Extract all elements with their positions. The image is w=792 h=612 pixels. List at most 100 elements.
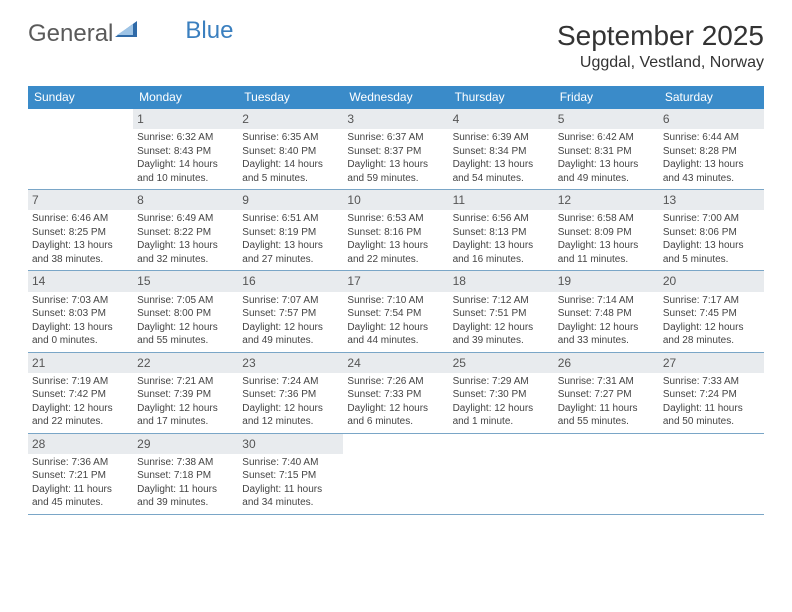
page: General Blue September 2025 Uggdal, Vest… xyxy=(0,0,792,535)
day-detail: Sunset: 7:21 PM xyxy=(32,469,129,483)
calendar-day: 5Sunrise: 6:42 AMSunset: 8:31 PMDaylight… xyxy=(554,109,659,189)
day-detail: Sunrise: 6:42 AM xyxy=(558,131,655,145)
day-detail: Sunset: 7:18 PM xyxy=(137,469,234,483)
day-detail: Daylight: 13 hours and 59 minutes. xyxy=(347,158,444,185)
day-detail: Sunset: 7:33 PM xyxy=(347,388,444,402)
calendar-day: 19Sunrise: 7:14 AMSunset: 7:48 PMDayligh… xyxy=(554,271,659,351)
day-detail: Sunset: 7:27 PM xyxy=(558,388,655,402)
day-detail: Sunrise: 7:38 AM xyxy=(137,456,234,470)
day-number: 17 xyxy=(343,271,448,291)
day-number: 29 xyxy=(133,434,238,454)
day-detail: Sunrise: 7:24 AM xyxy=(242,375,339,389)
logo: General Blue xyxy=(28,20,233,48)
calendar-day: 16Sunrise: 7:07 AMSunset: 7:57 PMDayligh… xyxy=(238,271,343,351)
day-detail: Sunset: 7:51 PM xyxy=(453,307,550,321)
calendar-header-row: SundayMondayTuesdayWednesdayThursdayFrid… xyxy=(28,86,764,109)
day-number: 28 xyxy=(28,434,133,454)
day-detail: Sunrise: 6:32 AM xyxy=(137,131,234,145)
day-header: Saturday xyxy=(659,86,764,109)
calendar-day: 20 Sunrise: 7:17 AMSunset: 7:45 PMDayligh… xyxy=(659,271,764,351)
day-detail: Sunrise: 7:36 AM xyxy=(32,456,129,470)
day-detail: Daylight: 13 hours and 54 minutes. xyxy=(453,158,550,185)
day-detail: Sunset: 8:40 PM xyxy=(242,145,339,159)
calendar-day: 11Sunrise: 6:56 AMSunset: 8:13 PMDayligh… xyxy=(449,190,554,270)
day-detail: Sunrise: 6:51 AM xyxy=(242,212,339,226)
calendar-day: 18Sunrise: 7:12 AMSunset: 7:51 PMDayligh… xyxy=(449,271,554,351)
day-detail: Daylight: 12 hours and 28 minutes. xyxy=(663,321,760,348)
day-header: Monday xyxy=(133,86,238,109)
calendar-day xyxy=(659,434,764,514)
calendar-day: 2Sunrise: 6:35 AMSunset: 8:40 PMDaylight… xyxy=(238,109,343,189)
day-detail: Sunset: 8:00 PM xyxy=(137,307,234,321)
day-detail: Sunrise: 6:53 AM xyxy=(347,212,444,226)
calendar-week: 14Sunrise: 7:03 AMSunset: 8:03 PMDayligh… xyxy=(28,271,764,352)
day-detail: Daylight: 13 hours and 38 minutes. xyxy=(32,239,129,266)
calendar-day: 13Sunrise: 7:00 AMSunset: 8:06 PMDayligh… xyxy=(659,190,764,270)
day-detail: Sunrise: 7:17 AM xyxy=(663,294,760,308)
calendar-day: 24Sunrise: 7:26 AMSunset: 7:33 PMDayligh… xyxy=(343,353,448,433)
day-detail: Daylight: 12 hours and 22 minutes. xyxy=(32,402,129,429)
day-detail: Daylight: 11 hours and 34 minutes. xyxy=(242,483,339,510)
day-detail: Sunset: 8:19 PM xyxy=(242,226,339,240)
day-detail: Sunset: 8:28 PM xyxy=(663,145,760,159)
day-detail: Sunset: 8:16 PM xyxy=(347,226,444,240)
day-detail: Daylight: 12 hours and 55 minutes. xyxy=(137,321,234,348)
day-number: 7 xyxy=(28,190,133,210)
day-detail: Sunset: 8:25 PM xyxy=(32,226,129,240)
day-detail: Sunset: 7:24 PM xyxy=(663,388,760,402)
day-detail: Sunrise: 6:39 AM xyxy=(453,131,550,145)
calendar-day xyxy=(28,109,133,189)
day-number: 10 xyxy=(343,190,448,210)
calendar-day: 3Sunrise: 6:37 AMSunset: 8:37 PMDaylight… xyxy=(343,109,448,189)
header: General Blue September 2025 Uggdal, Vest… xyxy=(28,20,764,72)
logo-text-1: General xyxy=(28,20,113,48)
day-detail: Daylight: 11 hours and 39 minutes. xyxy=(137,483,234,510)
day-detail: Sunset: 7:30 PM xyxy=(453,388,550,402)
calendar-day xyxy=(554,434,659,514)
month-title: September 2025 xyxy=(557,20,764,52)
day-number: 12 xyxy=(554,190,659,210)
calendar-day: 10Sunrise: 6:53 AMSunset: 8:16 PMDayligh… xyxy=(343,190,448,270)
day-header: Tuesday xyxy=(238,86,343,109)
day-detail: Sunset: 8:22 PM xyxy=(137,226,234,240)
day-number: 30 xyxy=(238,434,343,454)
day-number: 21 xyxy=(28,353,133,373)
calendar-day: 25Sunrise: 7:29 AMSunset: 7:30 PMDayligh… xyxy=(449,353,554,433)
calendar-day: 14Sunrise: 7:03 AMSunset: 8:03 PMDayligh… xyxy=(28,271,133,351)
day-header: Wednesday xyxy=(343,86,448,109)
day-detail: Sunset: 7:42 PM xyxy=(32,388,129,402)
day-detail: Sunrise: 7:10 AM xyxy=(347,294,444,308)
day-detail: Daylight: 12 hours and 6 minutes. xyxy=(347,402,444,429)
day-detail: Sunrise: 7:40 AM xyxy=(242,456,339,470)
day-detail: Sunset: 7:45 PM xyxy=(663,307,760,321)
day-number: 27 xyxy=(659,353,764,373)
day-number: 6 xyxy=(659,109,764,129)
day-header: Thursday xyxy=(449,86,554,109)
logo-triangle-icon xyxy=(115,18,141,46)
calendar-day: 30Sunrise: 7:40 AMSunset: 7:15 PMDayligh… xyxy=(238,434,343,514)
day-number: 20 xyxy=(659,271,764,291)
calendar-week: 7Sunrise: 6:46 AMSunset: 8:25 PMDaylight… xyxy=(28,190,764,271)
calendar-day: 6 Sunrise: 6:44 AMSunset: 8:28 PMDaylight… xyxy=(659,109,764,189)
day-detail: Sunrise: 6:44 AM xyxy=(663,131,760,145)
day-detail: Daylight: 14 hours and 5 minutes. xyxy=(242,158,339,185)
calendar-day: 23Sunrise: 7:24 AMSunset: 7:36 PMDayligh… xyxy=(238,353,343,433)
day-detail: Sunset: 7:36 PM xyxy=(242,388,339,402)
day-detail: Daylight: 13 hours and 27 minutes. xyxy=(242,239,339,266)
calendar-day: 26Sunrise: 7:31 AMSunset: 7:27 PMDayligh… xyxy=(554,353,659,433)
calendar-day: 29 Sunrise: 7:38 AMSunset: 7:18 PMDayligh… xyxy=(133,434,238,514)
day-detail: Daylight: 13 hours and 43 minutes. xyxy=(663,158,760,185)
calendar-week: 1Sunrise: 6:32 AMSunset: 8:43 PMDaylight… xyxy=(28,109,764,190)
title-block: September 2025 Uggdal, Vestland, Norway xyxy=(557,20,764,72)
day-detail: Daylight: 13 hours and 32 minutes. xyxy=(137,239,234,266)
day-number: 18 xyxy=(449,271,554,291)
day-detail: Sunset: 8:09 PM xyxy=(558,226,655,240)
day-detail: Daylight: 12 hours and 49 minutes. xyxy=(242,321,339,348)
day-number: 23 xyxy=(238,353,343,373)
calendar-week: 21Sunrise: 7:19 AMSunset: 7:42 PMDayligh… xyxy=(28,353,764,434)
day-number: 2 xyxy=(238,109,343,129)
day-detail: Sunset: 7:48 PM xyxy=(558,307,655,321)
day-number: 15 xyxy=(133,271,238,291)
calendar-day: 28Sunrise: 7:36 AMSunset: 7:21 PMDayligh… xyxy=(28,434,133,514)
day-detail: Sunset: 8:06 PM xyxy=(663,226,760,240)
